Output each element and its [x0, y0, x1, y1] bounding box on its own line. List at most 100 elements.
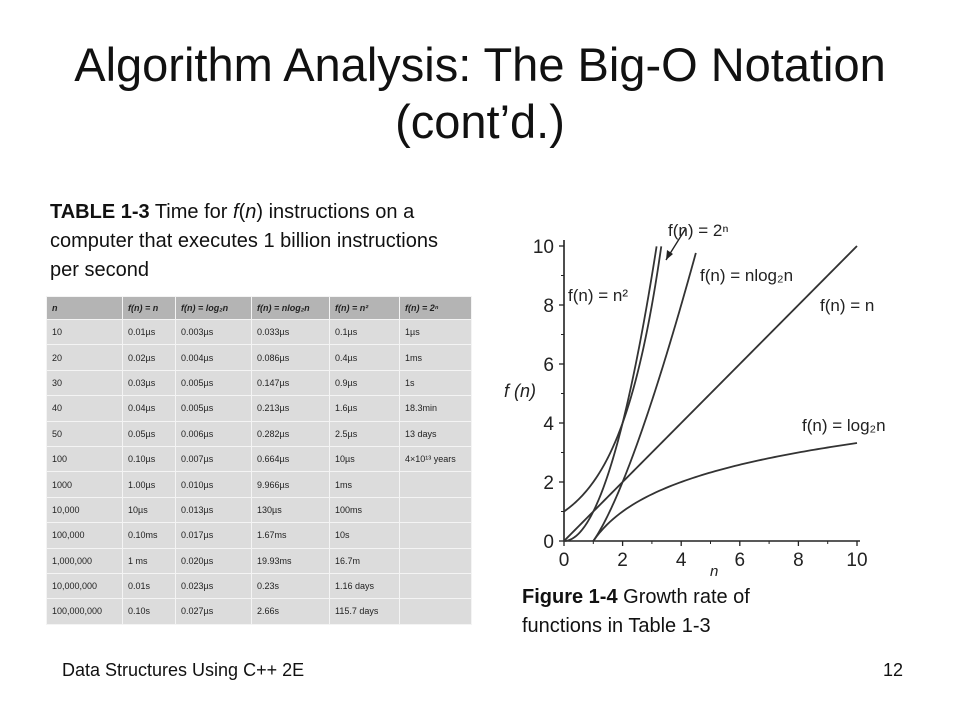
table-cell: [399, 572, 472, 600]
table-cell: 1ms: [399, 344, 472, 371]
table-row: 100,000,000 0.10s 0.027µs 2.66s 115.7 days: [46, 598, 472, 625]
series-line-1: [563, 246, 658, 542]
table-cell: [399, 471, 472, 498]
table-cell: 0.017µs: [175, 522, 252, 549]
table-caption-text-post: ) instructions on a computer that execut…: [50, 201, 438, 281]
table-body: 10 0.01µs 0.003µs 0.033µs 0.1µs 1µs 20 0.02µs 0.…: [46, 318, 472, 625]
x-tick-label: 6: [735, 550, 746, 571]
table-row: 10,000 10µs 0.013µs 130µs 100ms: [46, 496, 472, 524]
y-tick-label: 6: [543, 355, 554, 376]
table-row: 100,000 0.10ms 0.017µs 1.67ms 10s: [46, 522, 472, 549]
table-header-cell: f(n) = n: [122, 296, 176, 320]
label-nlogn: f(n) = nlog₂n: [700, 266, 793, 285]
series-line-4: [592, 442, 858, 542]
table-row: 100 0.10µs 0.007µs 0.664µs 10µs 4×10¹³ years: [46, 445, 472, 473]
table-cell: 30: [46, 369, 123, 397]
table-cell: 115.7 days: [329, 598, 400, 625]
table-cell: 10µs: [122, 496, 176, 524]
table-cell: 10,000,000: [46, 572, 123, 600]
table-row: 1000 1.00µs 0.010µs 9.966µs 1ms: [46, 471, 472, 498]
label-pow2: f(n) = 2ⁿ: [668, 221, 729, 240]
table-cell: 0.03µs: [122, 369, 176, 397]
table-cell: 0.10µs: [122, 445, 176, 473]
slide-title-line2: (cont’d.): [395, 95, 565, 148]
label-sq: f(n) = n²: [568, 286, 628, 305]
chart-labels: f(n) = 2ⁿ f(n) = n² f(n) = nlog₂n f(n) =…: [504, 221, 886, 578]
table-cell: 1.67ms: [251, 522, 330, 549]
table-cell: 0.033µs: [251, 318, 330, 346]
y-tick-label: 10: [533, 237, 554, 258]
table-cell: 0.23s: [251, 572, 330, 600]
table-cell: 1.16 days: [329, 572, 400, 600]
table-cell: 0.004µs: [175, 344, 252, 371]
table-caption-open: (: [238, 201, 246, 223]
table-cell: 0.04µs: [122, 395, 176, 422]
table-header-cell: f(n) = log₂n: [175, 296, 252, 320]
footer-course-title: Data Structures Using C++ 2E: [62, 660, 305, 680]
table-header-cell: f(n) = nlog₂n: [251, 296, 330, 320]
y-tick-label: 8: [543, 296, 554, 317]
table-cell: 1 ms: [122, 547, 176, 574]
table-cell: 0.013µs: [175, 496, 252, 524]
table-cell: 0.003µs: [175, 318, 252, 346]
table-cell: 19.93ms: [251, 547, 330, 574]
table-cell: 0.147µs: [251, 369, 330, 397]
table-row: 10,000,000 0.01s 0.023µs 0.23s 1.16 days: [46, 572, 472, 600]
table-caption: TABLE 1-3 Time for f(n) instructions on …: [50, 198, 450, 285]
table-cell: 1µs: [399, 318, 472, 346]
table-cell: 10s: [329, 522, 400, 549]
table-cell: 0.10s: [122, 598, 176, 625]
table-cell: 0.027µs: [175, 598, 252, 625]
table-cell: 0.282µs: [251, 420, 330, 447]
table-cell: 0.213µs: [251, 395, 330, 422]
chart-axes: 0 2 4 6 8 10 0 2 4 6 8 10: [533, 237, 868, 571]
table-cell: 2.5µs: [329, 420, 400, 447]
table-cell: 100ms: [329, 496, 400, 524]
slide-title-line1: Algorithm Analysis: The Big-O Notation: [74, 38, 886, 91]
table-cell: 0.010µs: [175, 471, 252, 498]
page-number: 12: [883, 660, 904, 680]
table-cell: 0.4µs: [329, 344, 400, 371]
series-line-2: [592, 252, 697, 542]
table-cell: 10,000: [46, 496, 123, 524]
table-cell: 0.020µs: [175, 547, 252, 574]
table-cell: 1ms: [329, 471, 400, 498]
growth-rate-table: n f(n) = n f(n) = log₂n f(n) = nlog₂n f(…: [46, 296, 472, 625]
table-cell: 1.00µs: [122, 471, 176, 498]
figure-caption: Figure 1-4 Growth rate of functions in T…: [522, 583, 802, 641]
table-cell: 9.966µs: [251, 471, 330, 498]
table-cell: 0.664µs: [251, 445, 330, 473]
table-cell: 1.6µs: [329, 395, 400, 422]
table-caption-label: TABLE 1-3: [50, 201, 150, 223]
series-line-0: [563, 246, 663, 513]
x-tick-label: 4: [676, 550, 687, 571]
table-cell: 10: [46, 318, 123, 346]
table-caption-n: n: [245, 201, 257, 223]
chart-series: [563, 227, 858, 542]
table-cell: [399, 522, 472, 549]
table-cell: 130µs: [251, 496, 330, 524]
x-tick-label: 8: [793, 550, 804, 571]
x-tick-label: 2: [617, 550, 628, 571]
table-cell: 20: [46, 344, 123, 371]
table-cell: [399, 598, 472, 625]
table-cell: 16.7m: [329, 547, 400, 574]
table-cell: 0.01s: [122, 572, 176, 600]
table-cell: 0.1µs: [329, 318, 400, 346]
y-axis-label: f (n): [504, 381, 536, 401]
figure-caption-text: Growth rate of functions in Table 1-3: [522, 586, 750, 637]
table-cell: 0.023µs: [175, 572, 252, 600]
table-cell: 0.006µs: [175, 420, 252, 447]
table-caption-f: f: [233, 201, 239, 223]
table-row: 10 0.01µs 0.003µs 0.033µs 0.1µs 1µs: [46, 318, 472, 346]
table-cell: 1,000,000: [46, 547, 123, 574]
table-header-cell: n: [46, 296, 123, 320]
table-cell: 0.10ms: [122, 522, 176, 549]
table-cell: 100,000: [46, 522, 123, 549]
table-cell: [399, 496, 472, 524]
table-cell: 0.005µs: [175, 395, 252, 422]
table-cell: 100,000,000: [46, 598, 123, 625]
table-cell: 0.007µs: [175, 445, 252, 473]
table-cell: 100: [46, 445, 123, 473]
table-row: 20 0.02µs 0.004µs 0.086µs 0.4µs 1ms: [46, 344, 472, 371]
